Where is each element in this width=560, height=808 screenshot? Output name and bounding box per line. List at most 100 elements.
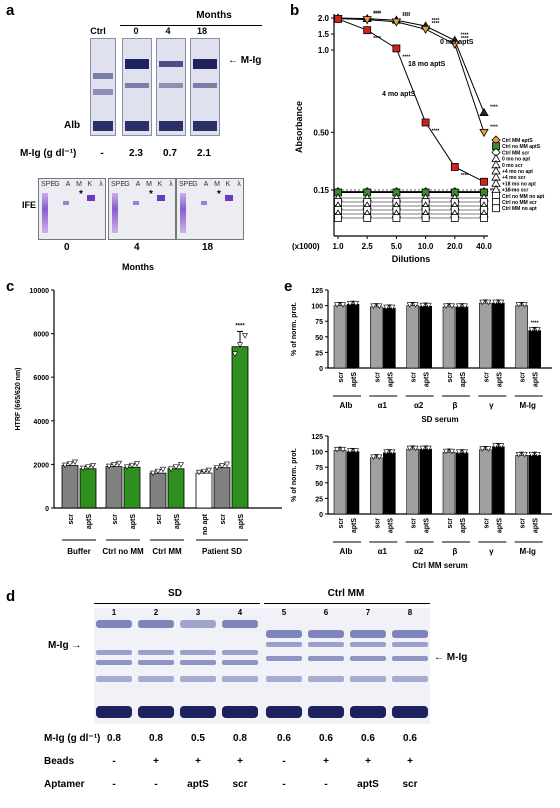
e-y-tick-label: 100 bbox=[311, 450, 323, 457]
b-legend-label: 0 mo scr bbox=[502, 163, 523, 169]
d-band-albumin bbox=[138, 706, 174, 718]
b-legend-label: Ctrl no MM scr bbox=[502, 200, 537, 206]
undefined bbox=[180, 193, 186, 233]
c-point bbox=[177, 462, 185, 468]
ife-lane-label: λ bbox=[99, 181, 103, 188]
e-group-label: α1 bbox=[378, 547, 388, 556]
lane-label-4: 4 bbox=[165, 26, 171, 36]
d-band bbox=[180, 650, 216, 655]
months-rule bbox=[120, 25, 262, 26]
e-group-label: α1 bbox=[378, 401, 388, 410]
e-bar bbox=[419, 305, 432, 369]
mig-row-label: M-Ig (g dl⁻¹) bbox=[20, 148, 77, 159]
e-bar bbox=[528, 330, 541, 369]
d-band bbox=[266, 642, 302, 647]
e-point bbox=[528, 452, 535, 458]
b-curve-label-18mo: 18 mo aptS bbox=[408, 61, 446, 68]
e-group-label: Alb bbox=[340, 547, 353, 556]
e-significance-stars: **** bbox=[531, 320, 539, 326]
c-point bbox=[105, 463, 113, 470]
e-point bbox=[346, 301, 354, 307]
b-point bbox=[450, 40, 460, 50]
e-point bbox=[515, 302, 522, 308]
d-mig-value: 0.8 bbox=[107, 733, 121, 744]
c-bar bbox=[123, 466, 141, 509]
e-bar-label: scr bbox=[374, 518, 381, 529]
b-legend-label: +18 mo no apt bbox=[502, 181, 536, 187]
d-band bbox=[138, 660, 174, 665]
e-bar bbox=[333, 450, 347, 515]
c-bar bbox=[105, 466, 123, 509]
b-control-point bbox=[421, 214, 430, 222]
e-group-label: α2 bbox=[414, 401, 424, 410]
e-y-tick-label: 25 bbox=[315, 350, 323, 357]
d-lane-number: 2 bbox=[153, 608, 159, 617]
e-point bbox=[534, 327, 541, 333]
gel-lane-0 bbox=[122, 38, 152, 136]
b-point bbox=[392, 44, 401, 53]
d-lane-number: 8 bbox=[407, 608, 413, 617]
e-bar-label: aptS bbox=[351, 518, 358, 534]
b-point bbox=[363, 26, 372, 35]
d-aptamer-label: Aptamer bbox=[44, 779, 85, 790]
b-significance-stars: **** bbox=[432, 21, 440, 27]
panel-label-a: a bbox=[6, 2, 15, 19]
b-significance-stars: **** bbox=[432, 128, 440, 134]
arrow-left-icon: ← bbox=[434, 652, 444, 663]
c-bar bbox=[149, 472, 167, 509]
e-y-tick-label: 100 bbox=[311, 304, 323, 311]
c-bar bbox=[167, 468, 185, 509]
e-point bbox=[485, 446, 492, 452]
c-point bbox=[84, 464, 92, 470]
e-point bbox=[479, 446, 486, 452]
d-band bbox=[308, 676, 344, 682]
b-significance-stars: **** bbox=[461, 36, 469, 42]
e-bar-label: aptS bbox=[460, 372, 467, 388]
b-legend-label: Ctrl MM aptS bbox=[502, 138, 533, 144]
c-point bbox=[218, 463, 226, 469]
e-point bbox=[383, 304, 390, 311]
c-y-label: HTRF (665/620 nm) bbox=[15, 367, 22, 430]
e-group-label: M-Ig bbox=[519, 401, 536, 410]
e-point bbox=[333, 302, 341, 308]
d-beads-value: + bbox=[407, 756, 413, 767]
b-y-tick-label: 1.0 bbox=[318, 46, 330, 55]
b-point bbox=[479, 107, 489, 116]
d-band bbox=[350, 676, 386, 682]
b-point bbox=[334, 15, 342, 23]
c-bar-label: aptS bbox=[238, 514, 245, 530]
asterisk-icon: * bbox=[79, 189, 83, 200]
c-bar-label: aptS bbox=[130, 514, 137, 530]
e-point bbox=[448, 303, 456, 309]
e-bar-label: scr bbox=[338, 372, 345, 383]
e-bar bbox=[455, 306, 469, 369]
e-group-label: α2 bbox=[414, 547, 424, 556]
b-significance-stars: **** bbox=[373, 11, 381, 17]
b-x-tick-label: 20.0 bbox=[447, 242, 463, 251]
e-point bbox=[461, 449, 469, 455]
b-legend-marker bbox=[492, 204, 500, 213]
e-point bbox=[370, 303, 377, 309]
e-x-label: Ctrl MM serum bbox=[412, 561, 468, 570]
undefined bbox=[133, 201, 139, 205]
e-point bbox=[498, 299, 505, 306]
d-band-albumin bbox=[266, 706, 302, 718]
b-x-tick-label: 40.0 bbox=[476, 242, 492, 251]
undefined bbox=[63, 201, 69, 205]
d-band bbox=[138, 650, 174, 655]
e-bar-label: aptS bbox=[387, 518, 394, 534]
b-series-line bbox=[337, 17, 485, 113]
e-group-label: β bbox=[453, 547, 458, 556]
asterisk-icon: * bbox=[217, 189, 221, 200]
b-x-prefix: (x1000) bbox=[292, 242, 320, 251]
b-curve-label-0mo: 0 mo aptS bbox=[440, 39, 474, 46]
c-y-tick-label: 6000 bbox=[33, 375, 49, 382]
c-group-label: Buffer bbox=[67, 547, 91, 556]
d-aptamer-value: scr bbox=[232, 779, 248, 790]
e-bar-label: aptS bbox=[533, 518, 540, 534]
e-y-label: % of norm. prot. bbox=[291, 448, 298, 502]
e-bar bbox=[406, 305, 419, 369]
